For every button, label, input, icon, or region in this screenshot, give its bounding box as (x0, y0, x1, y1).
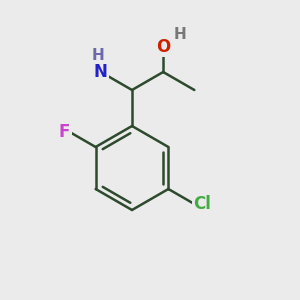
Text: F: F (59, 123, 70, 141)
Text: O: O (156, 38, 170, 56)
Text: N: N (94, 63, 108, 81)
Text: H: H (92, 48, 104, 63)
Text: H: H (173, 27, 186, 42)
Text: Cl: Cl (194, 195, 211, 213)
